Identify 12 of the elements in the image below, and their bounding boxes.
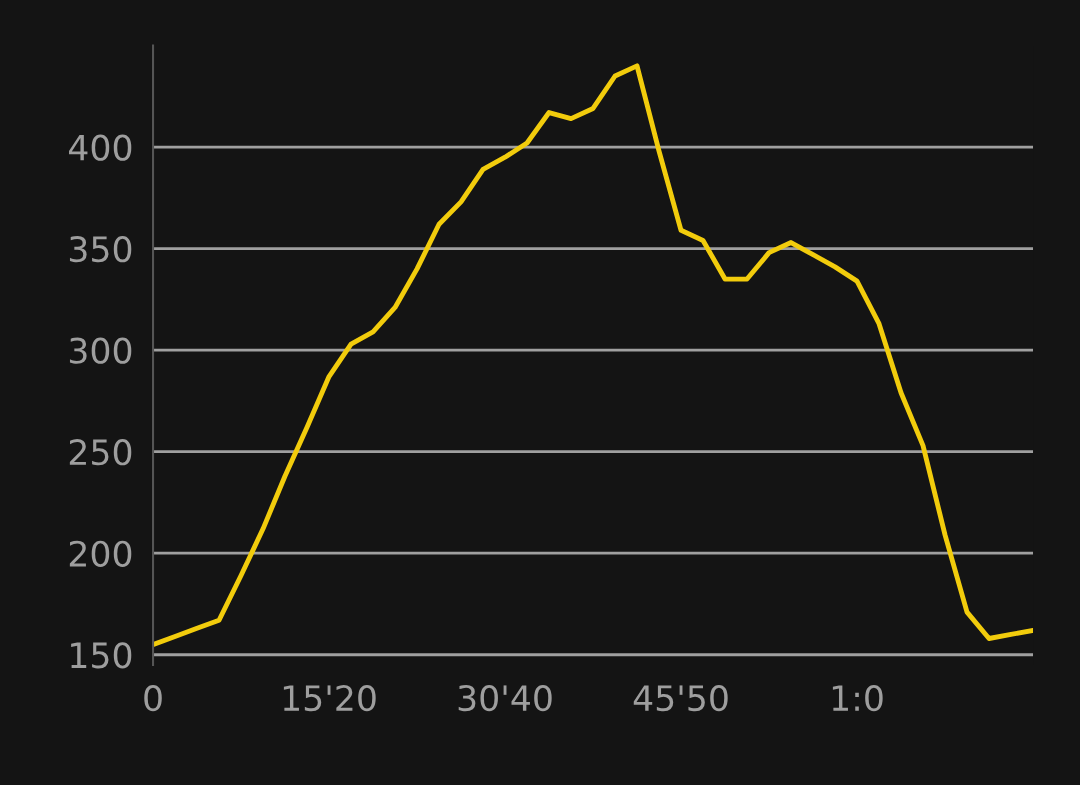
x-tick-label: 15'20 xyxy=(283,684,376,712)
y-tick-label: 150 xyxy=(71,642,132,669)
x-tick-label: 1:0 xyxy=(832,684,883,712)
y-tick-label: 250 xyxy=(69,439,132,466)
y-tick-label: 400 xyxy=(69,134,132,161)
y-tick-label: 200 xyxy=(69,540,132,567)
y-tick-label: 350 xyxy=(69,236,132,263)
x-tick-label: 45'50 xyxy=(633,684,728,712)
x-tick-label: 30'40 xyxy=(458,684,552,712)
x-tick-label: 0 xyxy=(144,684,162,712)
y-tick-label: 300 xyxy=(69,337,132,364)
line-series xyxy=(153,63,1034,648)
